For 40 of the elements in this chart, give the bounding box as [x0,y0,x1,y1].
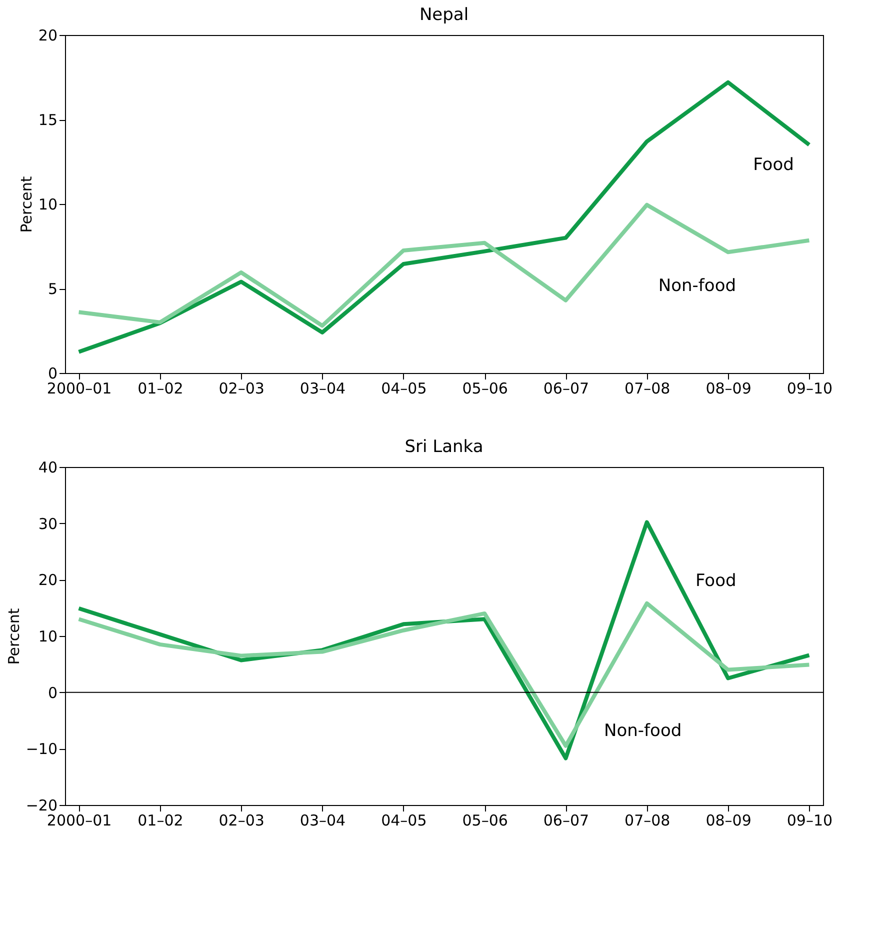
y-tick-label: −20 [26,796,58,814]
y-tick-label: 15 [38,111,58,129]
x-tick-label: 07–08 [624,812,670,830]
y-axis-title: Percent [4,608,23,665]
x-tick-label: 06–07 [543,380,590,398]
y-tick-label: 40 [38,458,58,476]
series-label: Food [753,155,794,176]
x-tick-label: 07–08 [624,380,670,398]
series-label: Non-food [658,276,736,296]
chart-title: Sri Lanka [404,437,484,457]
series-label: Non-food [604,720,682,741]
x-tick-label: 03–04 [300,812,346,830]
y-tick-label: 0 [48,684,58,702]
x-tick-label: 05–06 [462,812,508,830]
x-tick-label: 2000–01 [46,812,112,830]
y-tick-label: 0 [48,364,58,382]
x-tick-label: 01–02 [138,380,184,398]
x-tick-label: 09–10 [786,812,833,830]
chart-title: Nepal [419,5,469,25]
x-tick-label: 02–03 [218,812,264,830]
y-tick-label: 20 [38,26,58,44]
x-tick-label: 02–03 [218,380,264,398]
x-tick-label: 2000–01 [46,380,112,398]
y-tick-label: 30 [38,514,58,533]
y-axis-title: Percent [17,176,36,233]
x-tick-label: 09–10 [786,380,833,398]
x-tick-label: 05–06 [462,380,508,398]
y-tick-label: 20 [38,571,58,590]
y-tick-label: 10 [38,628,58,646]
series-label: Food [695,570,736,591]
x-tick-label: 04–05 [381,812,427,830]
x-tick-label: 08–09 [706,812,752,830]
y-tick-label: 10 [38,196,58,214]
x-tick-label: 03–04 [300,380,346,398]
x-tick-label: 04–05 [381,380,427,398]
x-tick-label: 08–09 [706,380,752,398]
y-tick-label: 5 [48,280,58,298]
x-tick-label: 01–02 [138,812,184,830]
x-tick-label: 06–07 [543,812,590,830]
y-tick-label: −10 [26,740,58,758]
